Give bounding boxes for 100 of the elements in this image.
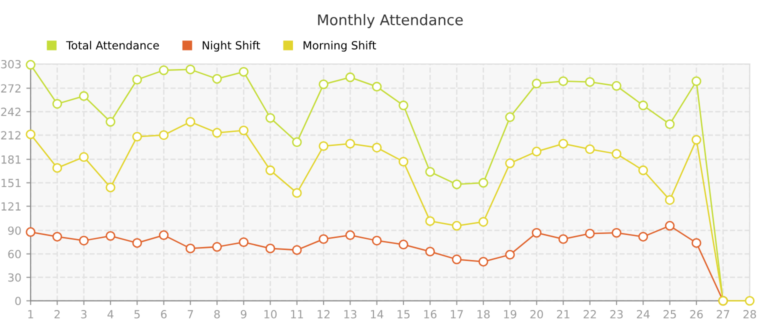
point [452,254,462,264]
x-tick-label: 27 [716,310,730,318]
point [638,232,648,242]
point [505,158,515,168]
point [398,156,408,167]
point [612,81,622,91]
point [478,178,488,188]
x-tick-label: 10 [264,310,277,318]
point [318,234,328,244]
x-tick-label: 7 [188,310,193,318]
point [265,165,276,176]
point [585,228,595,238]
chart-title: Monthly Attendance [318,14,463,28]
x-tick-label: 12 [318,310,330,318]
point [132,74,142,84]
point [532,228,542,238]
point [132,132,142,142]
x-tick-label: 2 [54,310,60,318]
point [292,188,302,198]
point [638,100,648,110]
point [558,76,568,86]
x-tick-label: 11 [291,310,303,318]
y-tick-label: 181 [2,155,21,164]
point [238,237,249,248]
point [585,144,595,154]
point [425,246,435,256]
point [292,245,302,255]
point [318,79,328,90]
point [692,238,702,248]
x-tick-label: 3 [81,310,87,318]
point [478,217,488,227]
point [505,112,515,122]
x-tick-label: 25 [664,310,676,318]
point [158,65,169,76]
point [425,166,435,177]
point [292,137,302,148]
x-tick-label: 15 [398,310,410,318]
point [265,113,276,123]
point [692,134,702,145]
y-tick-label: 212 [1,131,20,140]
y-tick-label: 90 [8,226,21,235]
x-tick-label: 1 [28,310,34,318]
point [345,72,356,82]
point [132,238,142,248]
point [664,195,675,205]
point [52,232,62,242]
y-tick-label: 30 [8,273,21,282]
x-tick-label: 24 [636,310,650,318]
point [558,138,568,149]
point [186,116,196,127]
y-tick-label: 303 [1,60,21,68]
point [638,165,648,176]
point [452,179,462,190]
point [372,82,382,92]
x-tick-label: 21 [557,310,570,318]
point [664,220,675,231]
point [52,163,62,173]
point [212,242,222,252]
point [505,250,515,260]
point [425,216,435,226]
x-tick-label: 28 [743,310,756,318]
point [664,119,675,130]
legend-label: Night Shift [202,40,260,52]
point [345,230,356,240]
point [79,152,89,162]
point [612,149,622,159]
point [79,91,89,101]
x-tick-label: 16 [424,310,436,318]
point [238,126,249,136]
x-tick-label: 22 [584,310,596,318]
point [106,231,116,241]
point [585,77,595,87]
point [238,66,249,77]
y-tick-label: 121 [2,202,21,210]
point [398,100,408,110]
point [106,182,116,192]
x-tick-label: 18 [478,310,490,318]
x-tick-label: 5 [134,310,140,318]
y-tick-label: 242 [1,108,20,116]
legend-label: Morning Shift [304,40,376,52]
point [26,60,36,70]
point [744,296,755,306]
point [158,130,169,140]
x-tick-label: 8 [214,310,220,318]
point [318,141,328,151]
x-tick-label: 9 [240,310,246,318]
point [79,236,89,246]
point [372,142,382,152]
point [558,234,568,244]
point [212,128,222,138]
point [26,129,36,140]
point [532,146,542,156]
x-tick-label: 4 [108,310,114,318]
y-tick-label: 0 [15,296,21,306]
point [398,240,408,250]
x-tick-label: 23 [610,310,623,318]
point [478,256,488,267]
point [452,220,462,231]
point [186,244,196,254]
x-tick-label: 17 [450,310,463,318]
